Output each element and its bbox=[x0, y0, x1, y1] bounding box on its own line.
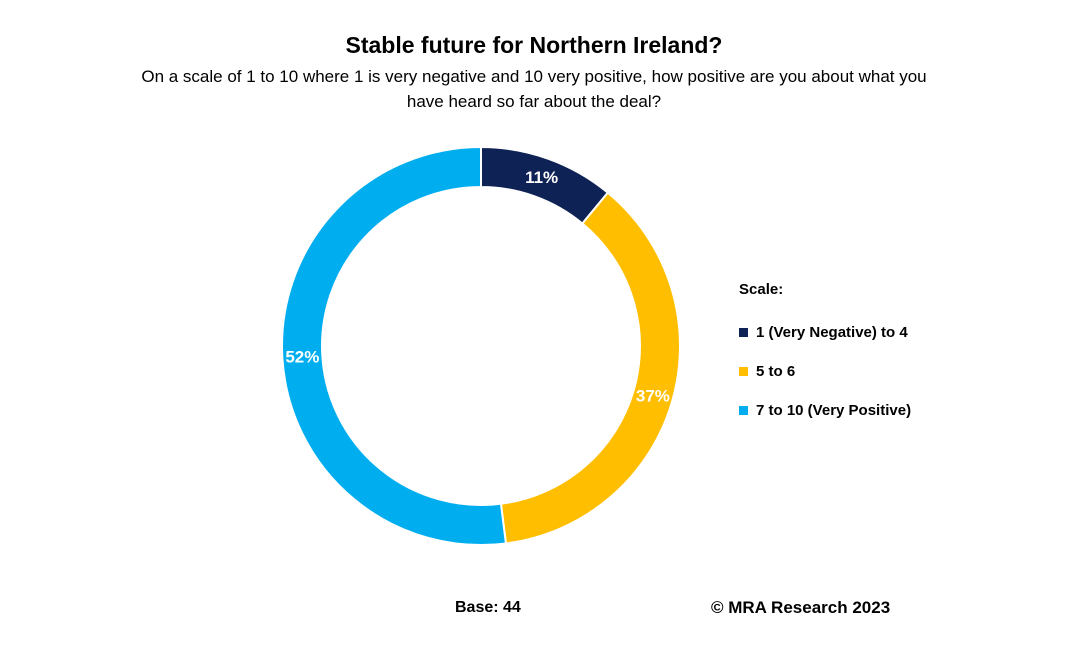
legend-item-2: 5 to 6 bbox=[739, 361, 911, 381]
legend: Scale: 1 (Very Negative) to 4 5 to 6 7 t… bbox=[739, 280, 911, 439]
legend-label-2: 5 to 6 bbox=[756, 362, 796, 380]
legend-label-3: 7 to 10 (Very Positive) bbox=[756, 401, 912, 419]
legend-swatch-2 bbox=[739, 366, 748, 376]
legend-item-1: 1 (Very Negative) to 4 bbox=[739, 322, 911, 342]
base-count: Base: 44 bbox=[455, 599, 521, 616]
chart-subtitle: On a scale of 1 to 10 where 1 is very ne… bbox=[141, 67, 927, 111]
donut-slice-3 bbox=[281, 145, 508, 546]
legend-label-1: 1 (Very Negative) to 4 bbox=[756, 323, 908, 341]
legend-item-3: 7 to 10 (Very Positive) bbox=[739, 400, 911, 420]
copyright-credit: © MRA Research 2023 bbox=[711, 598, 891, 617]
legend-swatch-3 bbox=[739, 405, 748, 415]
slice-label-2: 37% bbox=[636, 386, 670, 405]
legend-swatch-1 bbox=[739, 327, 748, 337]
chart-title: Stable future for Northern Ireland? bbox=[345, 32, 723, 58]
legend-title: Scale: bbox=[739, 281, 784, 298]
slice-label-1: 11% bbox=[525, 168, 558, 187]
donut-slice-2 bbox=[499, 191, 681, 545]
slice-label-3: 52% bbox=[285, 348, 319, 367]
